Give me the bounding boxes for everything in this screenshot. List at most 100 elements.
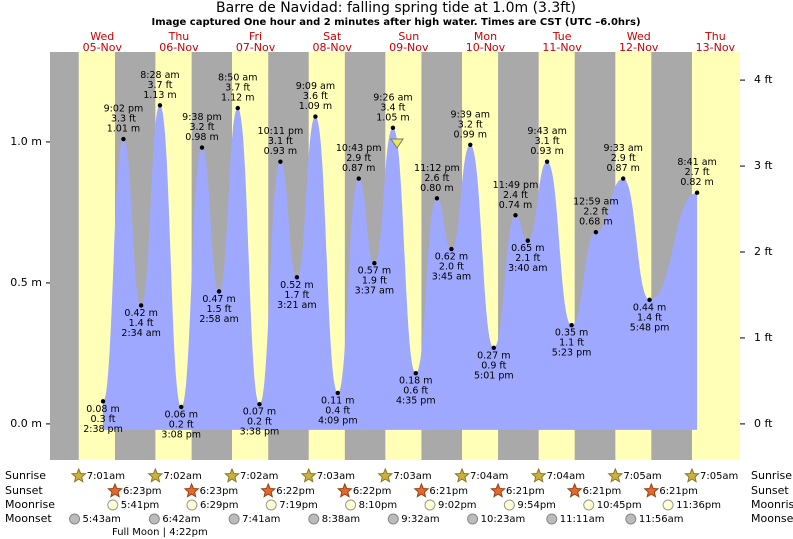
tide-label: 1.09 m	[299, 101, 332, 112]
row-label: Sunset	[5, 484, 43, 497]
tide-label: 3:45 am	[432, 272, 471, 283]
moonset-icon	[69, 513, 81, 525]
tide-point	[121, 136, 126, 142]
tide-point	[372, 260, 377, 266]
tide-point	[235, 105, 240, 111]
tide-label: 0.47 m	[202, 294, 235, 305]
moonset-time: 8:38am	[322, 514, 360, 525]
chart-subtitle: Image captured One hour and 2 minutes af…	[151, 17, 640, 28]
moonset-time: 7:41am	[242, 514, 280, 525]
tide-label: 2.9 ft	[611, 153, 636, 164]
day-name: Fri	[249, 30, 262, 43]
sunrise-time: 7:02am	[163, 471, 201, 482]
tide-point	[356, 176, 361, 181]
tide-point	[157, 103, 163, 108]
chart-title: Barre de Navidad: falling spring tide at…	[216, 0, 576, 16]
tide-label: 4:35 pm	[396, 396, 436, 407]
sunrise-icon	[300, 467, 317, 483]
sunrise-time: 7:01am	[87, 471, 125, 482]
tide-point	[513, 213, 518, 218]
tide-label: 1.13 m	[143, 90, 176, 101]
moonrise-icon	[186, 499, 198, 511]
tide-label: 2.7 ft	[685, 167, 710, 178]
y-tick-label: 0.0 m	[10, 417, 42, 430]
sunrise-icon	[607, 467, 624, 483]
moonrise-time: 8:10pm	[359, 500, 398, 511]
tide-label: 0.6 ft	[403, 386, 428, 397]
tide-label: 0.07 m	[243, 407, 276, 418]
tide-label: 0.93 m	[264, 146, 297, 157]
tide-label: 1.4 ft	[129, 318, 154, 329]
row-label: Moonset	[751, 512, 793, 525]
tide-label: 0.3 ft	[91, 414, 116, 425]
y2-tick-label: 3 ft	[754, 159, 773, 172]
day-date: 10-Nov	[466, 41, 506, 54]
tide-label: 0.2 ft	[247, 417, 272, 428]
day-name: Thu	[704, 30, 726, 43]
sunrise-time: 7:03am	[393, 471, 431, 482]
sunrise-icon	[70, 467, 87, 483]
tide-label: 2.2 ft	[583, 207, 608, 218]
sunset-icon	[490, 482, 506, 498]
tide-label: 0.65 m	[511, 243, 544, 254]
sunrise-time: 7:04am	[547, 471, 585, 482]
tide-label: 0.2 ft	[169, 419, 194, 430]
moonset-icon	[625, 513, 637, 525]
tide-label: 0.44 m	[633, 302, 666, 313]
tide-label: 2.6 ft	[424, 173, 449, 184]
tide-label: 3.7 ft	[225, 83, 250, 94]
sunset-time: 6:23pm	[123, 486, 162, 497]
tide-point	[647, 297, 652, 303]
tide-label: 3:38 pm	[240, 427, 280, 438]
moonset-time: 11:11am	[560, 514, 605, 525]
sunset-icon	[336, 482, 353, 498]
tide-point	[199, 145, 205, 150]
tide-label: 0.27 m	[477, 350, 510, 361]
row-label: Moonrise	[751, 498, 793, 511]
tide-label: 8:41 am	[677, 157, 716, 168]
tide-point	[434, 196, 440, 201]
y2-tick-label: 1 ft	[754, 331, 773, 344]
current-marker	[390, 138, 404, 149]
sunset-time: 6:21pm	[429, 486, 468, 497]
tide-label: 0.82 m	[680, 177, 713, 188]
tide-label: 9:39 am	[451, 109, 490, 120]
day-date: 13-Nov	[696, 41, 736, 54]
tide-point	[449, 246, 454, 252]
tide-label: 4:09 pm	[318, 415, 358, 426]
day-name: Mon	[474, 30, 497, 43]
sunset-time: 6:22pm	[276, 486, 315, 497]
moonrise-icon	[583, 499, 595, 511]
tide-point	[491, 345, 496, 350]
tide-label: 0.11 m	[321, 395, 354, 406]
tide-label: 0.42 m	[124, 308, 157, 319]
tide-label: 12:59 am	[573, 197, 618, 208]
moonrise-time: 9:54pm	[517, 500, 556, 511]
tide-label: 0.87 m	[342, 163, 375, 174]
tide-label: 0.9 ft	[481, 360, 506, 371]
tide-label: 10:11 pm	[258, 126, 304, 137]
tide-label: 3:21 am	[277, 300, 316, 311]
tide-point	[544, 159, 550, 164]
tide-label: 9:26 am	[373, 92, 412, 103]
tide-label: 10:43 pm	[336, 143, 382, 154]
tide-label: 1.12 m	[221, 93, 254, 104]
row-label: Moonset	[5, 512, 52, 525]
moonset-icon	[387, 513, 399, 525]
sunset-time: 6:21pm	[506, 486, 545, 497]
tide-label: 5:01 pm	[474, 370, 514, 381]
sunrise-icon	[530, 467, 547, 483]
day-date: 05-Nov	[83, 41, 123, 54]
daylight-band	[691, 52, 740, 460]
tide-label: 2:38 pm	[83, 424, 123, 435]
day-date: 11-Nov	[542, 41, 582, 54]
row-label: Sunrise	[5, 469, 46, 482]
tide-label: 0.35 m	[555, 328, 588, 339]
moonrise-icon	[265, 499, 277, 511]
moonrise-time: 9:02pm	[438, 500, 477, 511]
moonset-icon	[546, 513, 558, 525]
row-label: Sunrise	[751, 469, 792, 482]
tide-point	[413, 370, 418, 376]
tide-label: 3.2 ft	[458, 119, 483, 130]
